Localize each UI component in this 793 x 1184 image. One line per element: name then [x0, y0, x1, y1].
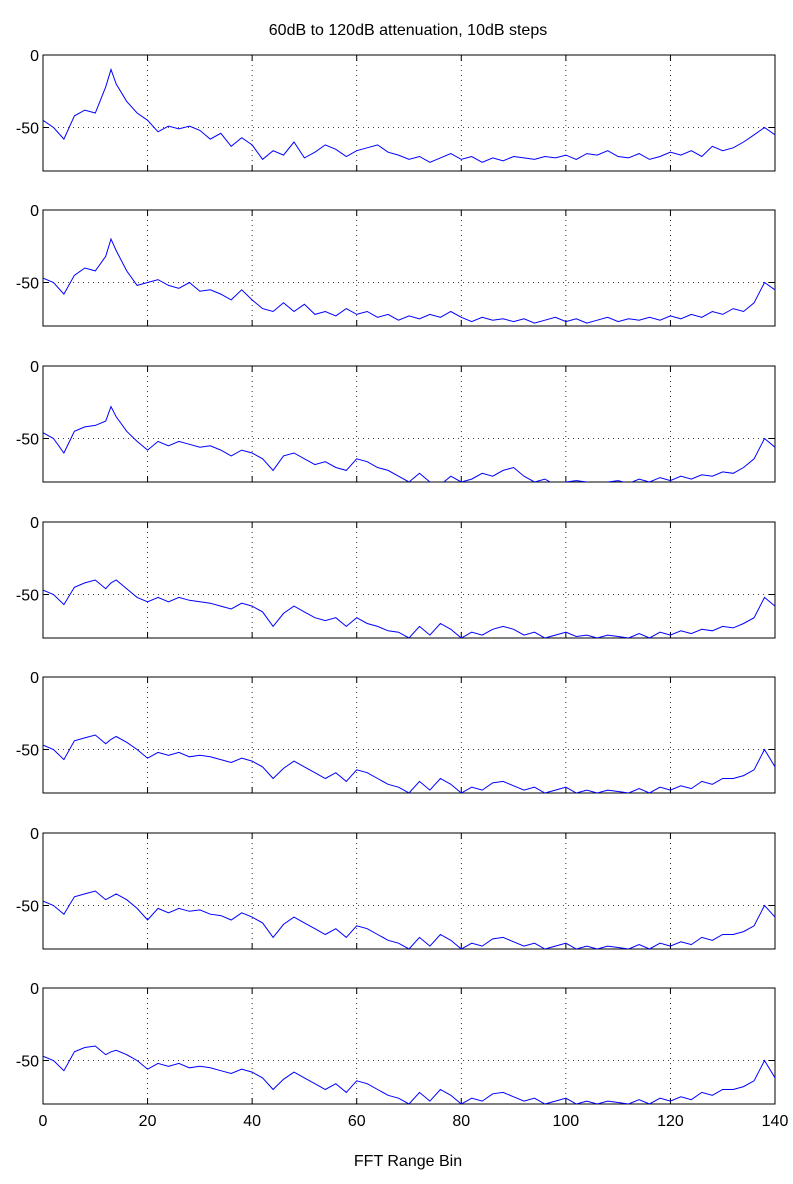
y-tick-label: 0 — [30, 981, 39, 998]
y-tick-label: -50 — [16, 432, 39, 449]
axes-box — [42, 832, 776, 950]
subplot-6: 0 -50 — [16, 826, 776, 950]
y-tick-label: -50 — [16, 1054, 39, 1071]
series-line — [43, 890, 775, 949]
series-line — [43, 1045, 775, 1104]
subplot-7: 0 -50 — [16, 981, 776, 1105]
x-tick-label: 120 — [657, 1113, 684, 1130]
axes-box — [42, 676, 776, 794]
y-tick-label: 0 — [30, 359, 39, 376]
subplot-5: 0 -50 — [16, 670, 776, 794]
subplot-3: 0 -50 — [16, 359, 776, 483]
axes-box — [42, 209, 776, 327]
y-tick-label: 0 — [30, 203, 39, 220]
x-axis-tick-labels: 0 20 40 60 80 100 120 140 — [39, 1113, 789, 1130]
subplot-4: 0 -50 — [16, 515, 776, 639]
x-tick-label: 80 — [452, 1113, 470, 1130]
y-tick-label: 0 — [30, 826, 39, 843]
series-line — [43, 579, 775, 638]
series-line — [43, 237, 775, 324]
subplots: 0 -50 0 -50 0 -50 0 -50 0 -50 0 -50 0 -50 — [16, 48, 776, 1105]
x-tick-label: 60 — [348, 1113, 366, 1130]
axes-box — [42, 54, 776, 172]
subplot-2: 0 -50 — [16, 203, 776, 327]
subplot-1: 0 -50 — [16, 48, 776, 172]
x-axis-label: FFT Range Bin — [354, 1153, 462, 1170]
x-tick-label: 140 — [762, 1113, 789, 1130]
y-tick-label: 0 — [30, 48, 39, 65]
y-tick-label: -50 — [16, 743, 39, 760]
axes-box — [42, 521, 776, 639]
x-tick-label: 40 — [243, 1113, 261, 1130]
y-tick-label: -50 — [16, 121, 39, 138]
x-tick-label: 100 — [553, 1113, 580, 1130]
x-tick-label: 20 — [139, 1113, 157, 1130]
axes-box — [42, 365, 776, 483]
x-tick-label: 0 — [39, 1113, 48, 1130]
series-line — [43, 405, 775, 482]
y-tick-label: 0 — [30, 515, 39, 532]
series-line — [43, 734, 775, 793]
y-tick-label: -50 — [16, 588, 39, 605]
series-line — [43, 67, 775, 163]
y-tick-label: -50 — [16, 276, 39, 293]
chart-title: 60dB to 120dB attenuation, 10dB steps — [269, 22, 547, 39]
y-tick-label: -50 — [16, 899, 39, 916]
y-tick-label: 0 — [30, 670, 39, 687]
axes-box — [42, 987, 776, 1105]
